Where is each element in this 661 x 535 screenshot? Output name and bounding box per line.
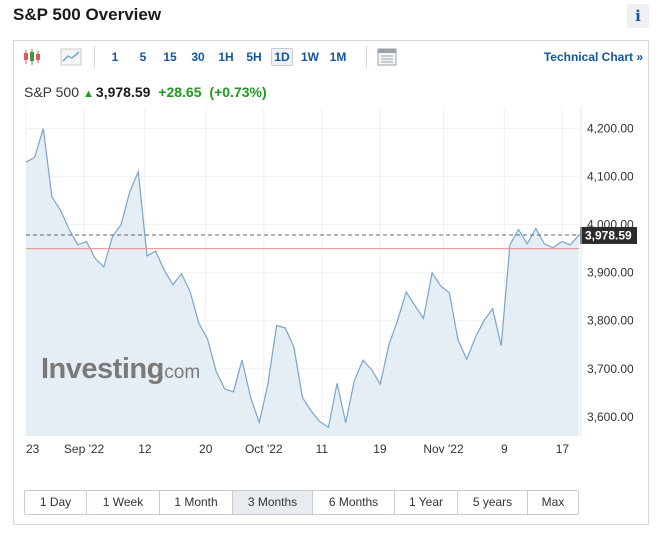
interval-5h[interactable]: 5H <box>246 50 262 64</box>
y-tick-label: 3,600.00 <box>587 410 634 424</box>
x-tick-label: 17 <box>556 442 570 456</box>
y-tick-label: 3,800.00 <box>587 314 634 328</box>
price-change-percent: (+0.73%) <box>209 84 267 100</box>
investing-logo-suffix: .com <box>159 362 200 383</box>
x-tick-label: 11 <box>316 442 329 456</box>
range-3-months[interactable]: 3 Months <box>233 491 313 514</box>
x-tick-label: 9 <box>501 442 508 456</box>
current-price-label: 3,978.59 <box>585 228 632 242</box>
interval-1[interactable]: 1 <box>111 50 119 64</box>
interval-1w[interactable]: 1W <box>301 50 319 64</box>
interval-1m[interactable]: 1M <box>329 50 347 64</box>
range-6-months[interactable]: 6 Months <box>313 491 395 514</box>
y-tick-label: 4,200.00 <box>587 122 634 136</box>
chart-panel: 1 5 15 30 1H 5H 1D 1W 1M Technical Chart… <box>13 40 649 525</box>
investing-logo: Investing <box>41 353 164 385</box>
price-area <box>26 128 579 436</box>
toolbar-divider <box>366 46 367 68</box>
range-max[interactable]: Max <box>541 495 565 509</box>
toolbar-divider <box>94 46 95 68</box>
arrow-up-icon: ▲ <box>83 88 94 100</box>
last-price: 3,978.59 <box>95 84 151 100</box>
x-tick-label: Oct '22 <box>245 442 283 456</box>
candlestick-chart-icon[interactable] <box>22 47 44 67</box>
y-tick-label: 3,700.00 <box>587 362 634 376</box>
x-tick-label: 19 <box>373 442 387 456</box>
range-1-week[interactable]: 1 Week <box>87 491 160 514</box>
interval-5[interactable]: 5 <box>139 50 147 64</box>
page-title: S&P 500 Overview <box>13 5 162 24</box>
price-line <box>25 128 580 429</box>
interval-30[interactable]: 30 <box>191 50 205 64</box>
interval-1h[interactable]: 1H <box>218 50 234 64</box>
x-tick-label: 23 <box>26 442 40 456</box>
current-price-badge <box>580 226 637 244</box>
time-range-selector: 1 Day 1 Week 1 Month 3 Months 6 Months 1… <box>24 490 579 515</box>
chart-toolbar: 1 5 15 30 1H 5H 1D 1W 1M Technical Chart… <box>14 41 648 73</box>
price-chart[interactable]: 4,200.004,100.004,000.003,900.003,800.00… <box>14 41 648 486</box>
data-table-icon[interactable] <box>377 47 397 67</box>
instrument-name: S&P 500 <box>24 84 80 100</box>
y-tick-label: 3,900.00 <box>587 266 634 280</box>
range-1-day[interactable]: 1 Day <box>25 491 87 514</box>
x-tick-label: Nov '22 <box>423 442 464 456</box>
x-tick-label: 12 <box>138 442 152 456</box>
area-chart-icon[interactable] <box>60 47 82 67</box>
y-tick-label: 4,100.00 <box>587 170 634 184</box>
quote-header: S&P 500 ▲ 3,978.59 +28.65 (+0.73%) <box>24 84 267 102</box>
x-tick-label: 20 <box>199 442 213 456</box>
interval-1d[interactable]: 1D <box>271 48 293 66</box>
x-tick-label: Sep '22 <box>64 442 105 456</box>
range-1-month[interactable]: 1 Month <box>160 491 233 514</box>
price-change: +28.65 <box>158 84 202 100</box>
info-icon[interactable]: i <box>627 4 649 28</box>
range-5-years[interactable]: 5 years <box>458 491 528 514</box>
interval-15[interactable]: 15 <box>163 50 177 64</box>
technical-chart-link[interactable]: Technical Chart » <box>543 50 643 64</box>
range-1-year[interactable]: 1 Year <box>395 491 458 514</box>
